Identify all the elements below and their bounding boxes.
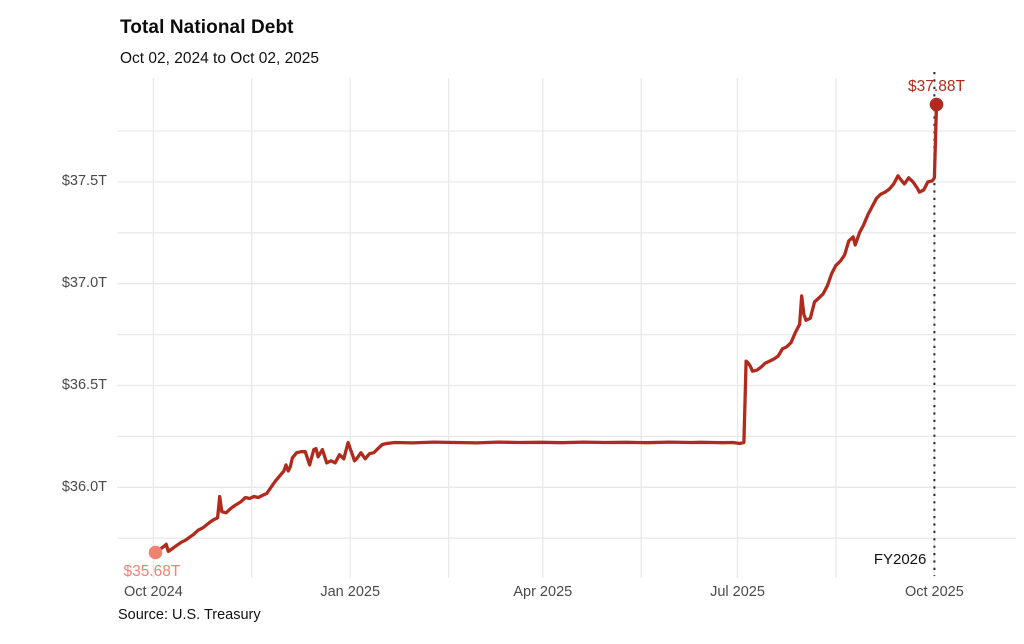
x-tick-label: Oct 2025 [904, 584, 964, 600]
x-tick-label: Oct 2024 [123, 584, 183, 600]
x-tick-label: Apr 2025 [513, 584, 573, 600]
debt-line [153, 102, 939, 555]
end-value-label: $37.88T [908, 77, 965, 95]
y-tick-label: $36.5T [61, 377, 107, 393]
end-point-dot [929, 97, 944, 112]
source-attribution: Source: U.S. Treasury [118, 607, 261, 623]
start-point-dot [148, 545, 163, 560]
y-tick-label: $37.0T [61, 275, 107, 292]
x-tick-label: Jul 2025 [710, 584, 765, 600]
fy2026-label: FY2026 [873, 551, 927, 568]
start-value-label: $35.68T [123, 563, 181, 581]
page-title: Total National Debt [120, 17, 294, 38]
x-tick-label: Jan 2025 [320, 584, 381, 600]
chart-subtitle-date-range: Oct 02, 2024 to Oct 02, 2025 [120, 50, 320, 67]
y-tick-label: $36.0T [61, 478, 107, 495]
y-tick-label: $37.5T [61, 173, 107, 190]
